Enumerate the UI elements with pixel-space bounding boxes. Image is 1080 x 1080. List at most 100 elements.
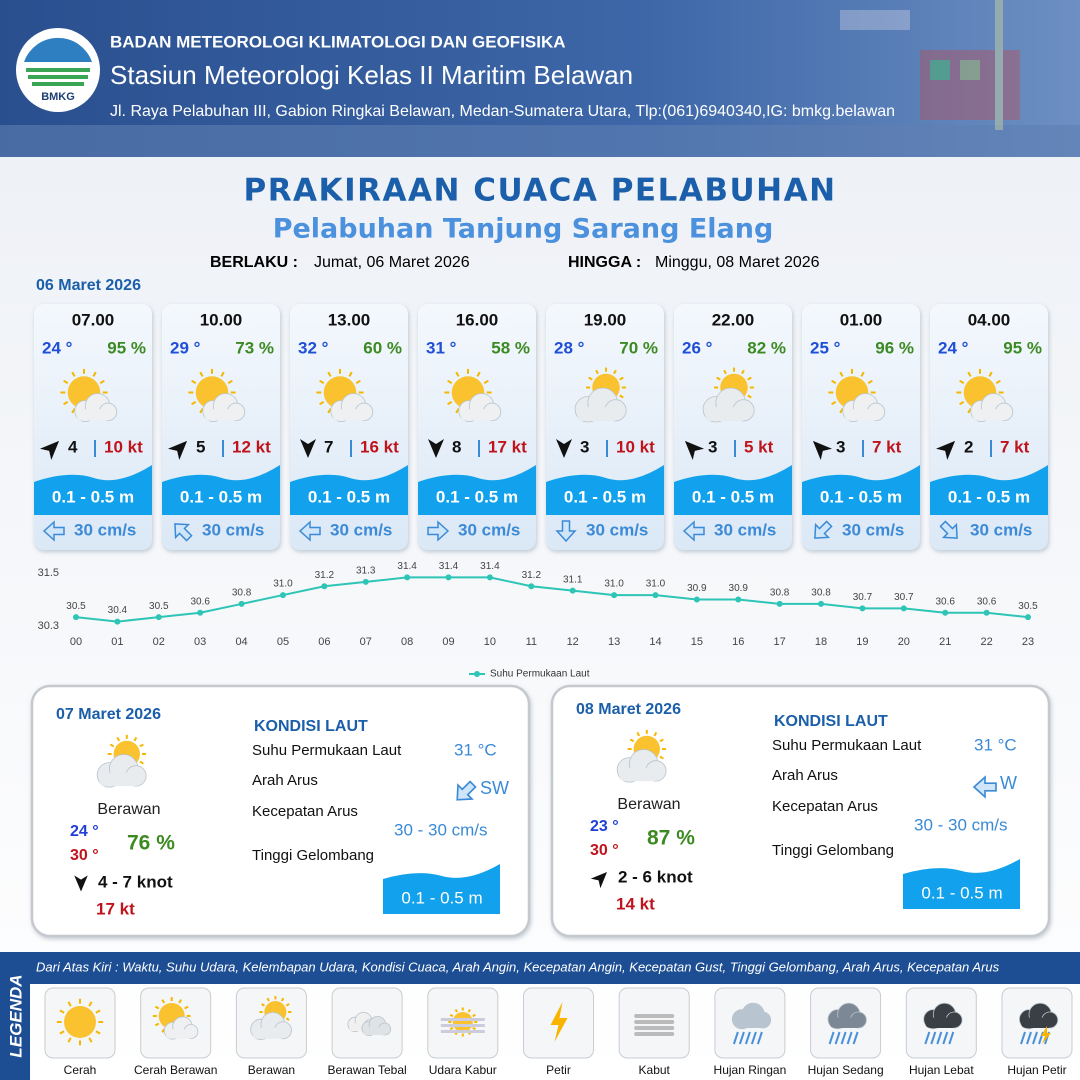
x-tick-label: 08 <box>401 636 413 648</box>
sun-ray <box>161 1028 166 1033</box>
wind-speed: 4 - 7 knot <box>98 872 173 891</box>
header <box>0 0 1080 157</box>
sea-temp: 31 °C <box>454 740 497 759</box>
gust: 16 kt <box>360 437 399 456</box>
x-tick-label: 20 <box>898 636 910 648</box>
sun-ray <box>67 1037 72 1043</box>
date: 07 Maret 2026 <box>56 706 161 723</box>
weather-icon <box>731 1002 772 1045</box>
current-speed: 30 cm/s <box>714 520 776 539</box>
wind-arrow <box>428 439 444 458</box>
sun-ray <box>483 379 489 385</box>
current-direction: SW <box>480 778 509 798</box>
point <box>197 609 204 616</box>
x-tick-label: 19 <box>856 636 868 648</box>
temp-max: 30 ° <box>70 847 99 864</box>
data-label: 30.5 <box>1018 601 1038 612</box>
sun-ray <box>449 1013 454 1018</box>
sun-ray <box>191 400 197 406</box>
sun-ray <box>227 379 233 385</box>
current-direction: W <box>1000 773 1017 793</box>
rain <box>1020 1031 1026 1045</box>
logo-shape <box>26 68 90 86</box>
sun-ray <box>285 1017 290 1021</box>
weather-icon <box>827 1002 867 1045</box>
sun-ray <box>348 371 353 377</box>
x-tick-label: 09 <box>442 636 454 648</box>
current-arrow <box>939 520 958 539</box>
humidity: 95 % <box>107 338 146 357</box>
data-label: 30.6 <box>977 596 997 607</box>
fog <box>634 1020 675 1024</box>
rain <box>834 1031 841 1045</box>
wind-speed: 5 <box>196 437 205 456</box>
cloud <box>925 1017 958 1028</box>
data-label: 30.6 <box>935 596 955 607</box>
time: 04.00 <box>968 310 1011 329</box>
bolt <box>550 1002 568 1042</box>
wave <box>903 859 1020 909</box>
current-arrow <box>814 520 833 539</box>
current-speed: 30 cm/s <box>202 520 264 539</box>
sun-ray <box>266 997 270 1002</box>
sun-ray <box>154 1005 160 1010</box>
cloud <box>252 1027 287 1039</box>
sun-ray <box>161 999 166 1004</box>
cloud <box>972 409 1008 421</box>
legend-side <box>0 952 30 1080</box>
wave-height: 0.1 - 0.5 m <box>308 487 390 506</box>
sun-ray <box>261 1003 265 1007</box>
sun-ray <box>659 738 664 743</box>
sun-ray <box>613 369 617 375</box>
time: 10.00 <box>200 310 243 329</box>
current-arrow <box>298 520 321 542</box>
data-label: 30.8 <box>232 588 252 599</box>
sun-ray <box>831 400 837 406</box>
current-arrow <box>174 523 193 542</box>
sun <box>452 1012 473 1032</box>
data-label: 31.2 <box>315 570 335 581</box>
sun-ray <box>747 394 752 399</box>
current-arrow <box>682 520 705 542</box>
gust: 12 kt <box>232 437 271 456</box>
day-panel <box>30 684 531 938</box>
rain <box>930 1031 937 1045</box>
current-arrow <box>456 780 477 801</box>
data-label: 31.3 <box>356 565 376 576</box>
weather-icon <box>1019 1002 1059 1045</box>
y-tick-label: 30.3 <box>38 620 59 632</box>
sun-ray <box>723 369 727 375</box>
sun-ray <box>476 371 481 377</box>
temperature: 24 ° <box>938 338 969 357</box>
weather-icon <box>923 1002 963 1045</box>
current-speed: 30 cm/s <box>74 520 136 539</box>
humidity: 95 % <box>1003 338 1042 357</box>
cloud <box>844 409 880 421</box>
sun-ray <box>455 371 460 377</box>
wave-height: 0.1 - 0.5 m <box>401 888 482 907</box>
point <box>404 574 411 581</box>
sun-ray <box>619 394 624 399</box>
wave-height: 0.1 - 0.5 m <box>52 487 134 506</box>
current-arrow <box>555 520 577 543</box>
data-label: 30.4 <box>108 605 128 616</box>
weather-icon <box>956 368 1014 422</box>
data-label: 30.6 <box>190 596 210 607</box>
weather-icon <box>828 368 886 422</box>
data-label: 31.4 <box>480 561 500 572</box>
point <box>652 592 659 599</box>
sun-ray <box>220 371 225 377</box>
time: 13.00 <box>328 310 371 329</box>
x-tick-label: 21 <box>939 636 951 648</box>
rain <box>1032 1031 1038 1045</box>
data-label: 30.7 <box>853 592 873 603</box>
weather-icon <box>56 998 104 1046</box>
temp-max: 30 ° <box>590 842 619 859</box>
sun-ray <box>133 736 138 742</box>
point <box>693 596 700 603</box>
wind-arrow <box>935 440 956 461</box>
legend-item: Hujan Ringan <box>714 1063 787 1077</box>
sun-ray <box>88 1037 93 1043</box>
time: 07.00 <box>72 310 115 329</box>
sun-ray <box>629 738 635 743</box>
